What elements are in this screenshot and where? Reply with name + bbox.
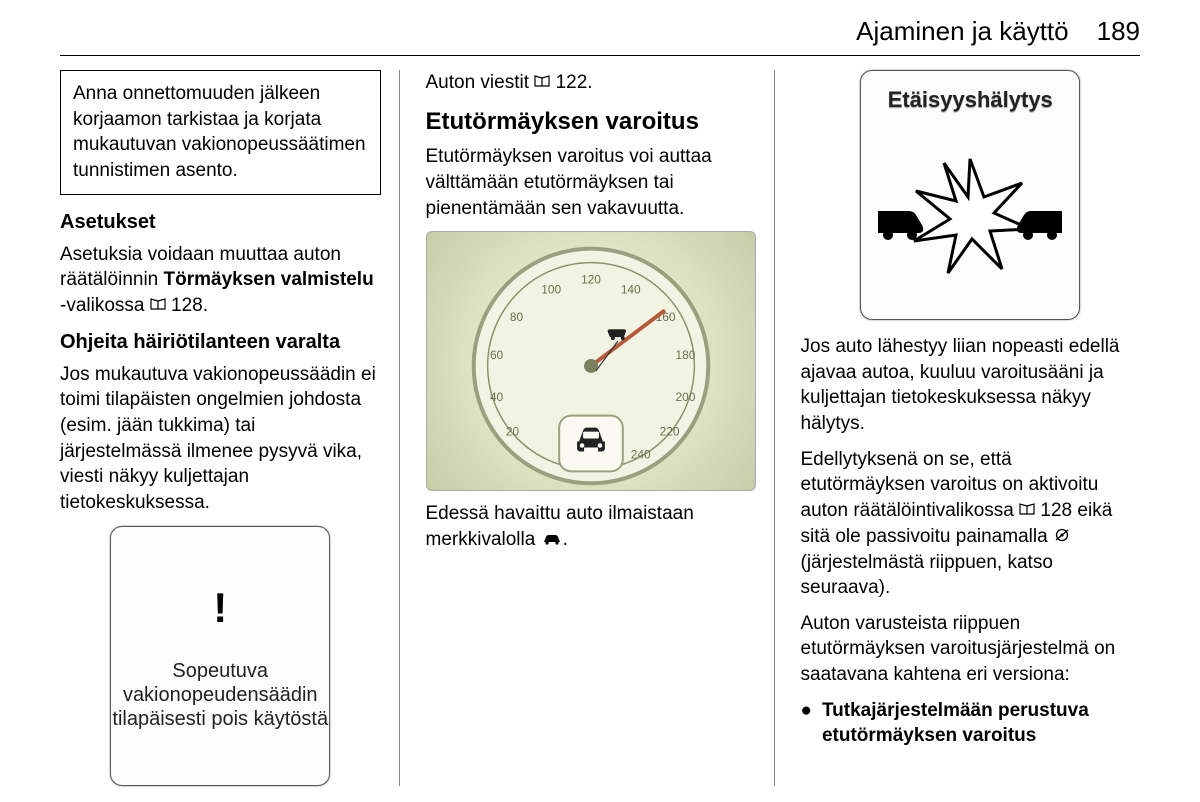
alert-paragraph-2: Edellytyksenä on se, että etutörmäyksen … [801,447,1141,601]
book-ref-icon [1019,498,1035,524]
exclamation-icon: ! [213,580,227,637]
settings-ref-number: 128 [171,295,203,316]
vehicle-messages-ref: 122 [556,72,588,93]
content-columns: Anna onnettomuuden jälkeen korjaamon tar… [60,70,1140,785]
distance-alert-title: Etäisyyshälytys [888,85,1053,115]
dic-screen-illustration: ! Sopeutuva vakionopeudensäädin tilapäis… [110,526,330,786]
column-3: Etäisyyshälytys Jo [801,70,1141,785]
svg-text:100: 100 [541,283,561,297]
forward-collision-intro: Etutörmäyksen varoitus voi auttaa välttä… [426,144,756,221]
alert-p2-post: (järjestelmästä riippuen, katso seuraava… [801,552,1053,599]
svg-text:20: 20 [505,425,519,439]
vehicle-messages-line: Auton viestit 122. [426,70,756,96]
car-ahead-icon [541,527,563,553]
settings-paragraph: Asetuksia voidaan muuttaa auton räätälöi… [60,242,381,319]
svg-text:240: 240 [630,448,650,462]
page-number: 189 [1097,14,1140,49]
column-1: Anna onnettomuuden jälkeen korjaamon tar… [60,70,400,785]
troubleshoot-paragraph: Jos mukautuva vakionopeussäädin ei toimi… [60,362,381,516]
svg-text:60: 60 [489,348,503,362]
book-ref-icon [150,293,166,319]
distance-alert-illustration: Etäisyyshälytys [860,70,1080,320]
heading-settings: Asetukset [60,209,381,236]
svg-text:200: 200 [675,390,695,404]
right-car-icon [1017,211,1062,240]
svg-text:120: 120 [581,273,601,287]
gauge-caption-post: . [563,529,568,550]
speedometer-svg: 20 40 60 80 100 120 140 160 180 200 220 … [427,231,755,491]
page-header-title: Ajaminen ja käyttö [856,14,1068,49]
column-2: Auton viestit 122. Etutörmäyksen varoitu… [426,70,775,785]
svg-text:140: 140 [620,283,640,297]
distance-alert-svg [872,131,1068,301]
alert-paragraph-1: Jos auto lähestyy liian nopeasti edellä … [801,334,1141,437]
vehicle-messages-text: Auton viestit [426,72,535,93]
svg-text:80: 80 [509,310,523,324]
heading-troubleshoot: Ohjeita häiriötilanteen varalta [60,329,381,356]
notice-box: Anna onnettomuuden jälkeen korjaamon tar… [60,70,381,195]
alert-p2-ref: 128 [1040,500,1072,521]
settings-text-mid: -valikossa [60,295,150,316]
heading-forward-collision: Etutörmäyksen varoitus [426,106,756,138]
bullet-mark-icon: ● [801,698,812,749]
settings-bold: Törmäyksen valmistelu [164,269,374,290]
alert-paragraph-3: Auton varusteista riippuen etutörmäyksen… [801,611,1141,688]
svg-text:40: 40 [489,390,503,404]
gauge-caption: Edessä havaittu auto ilmaistaan merkkiva… [426,501,756,552]
notice-text: Anna onnettomuuden jälkeen korjaamon tar… [73,83,366,181]
dic-screen-text: Sopeutuva vakionopeudensäädin tilapäises… [111,659,329,731]
book-ref-icon [534,70,550,96]
left-car-icon [878,211,923,240]
svg-text:220: 220 [659,425,679,439]
disable-button-icon [1053,524,1071,550]
bullet-text: Tutkajärjestelmään perustuva etutörmäyks… [822,698,1140,749]
speedometer-illustration: 20 40 60 80 100 120 140 160 180 200 220 … [426,231,756,491]
bullet-radar-version: ● Tutkajärjestelmään perustuva etutörmäy… [801,698,1141,749]
svg-text:180: 180 [675,348,695,362]
